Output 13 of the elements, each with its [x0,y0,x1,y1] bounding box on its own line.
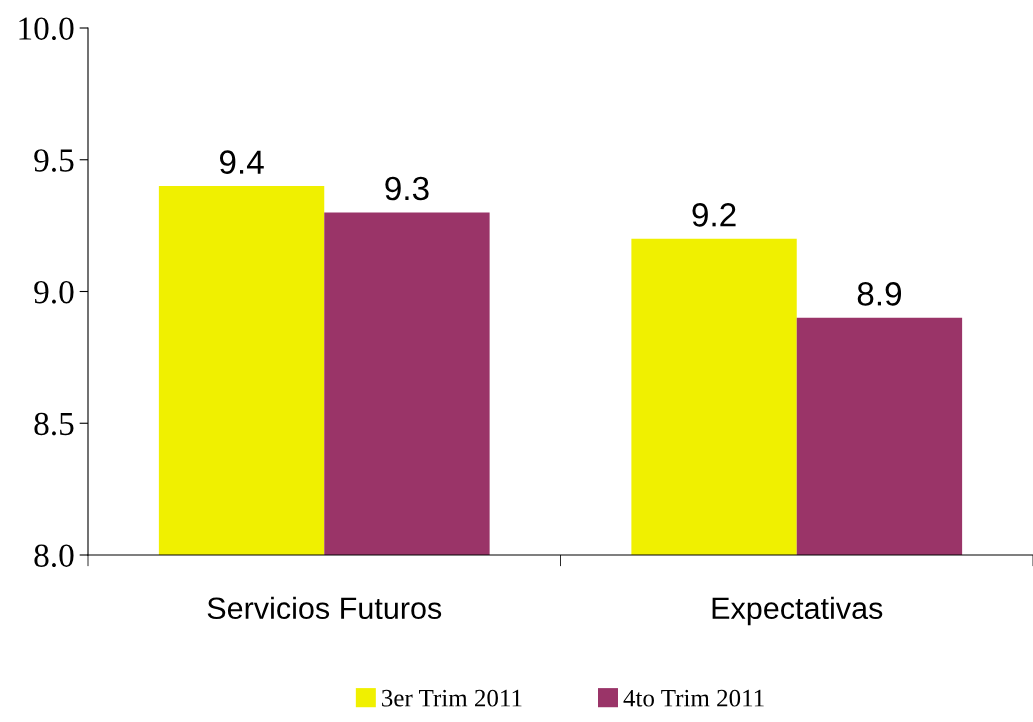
data-label: 8.9 [857,282,902,306]
legend-label: 4to Trim 2011 [623,689,764,707]
y-tick-label: 10.0 [19,17,74,41]
y-tick-label: 9.5 [34,149,74,172]
data-label: 9.2 [692,203,736,227]
legend-label: 3er Trim 2011 [382,689,522,707]
x-tick-label: Servicios Futuros [207,596,442,620]
y-tick-label: 8.5 [34,412,74,436]
data-label: 9.4 [219,150,264,174]
data-label: 9.3 [385,176,429,201]
y-tick-label: 9.0 [34,280,74,304]
x-tick-label: Expectativas [712,596,883,626]
y-tick-label: 8.0 [34,544,74,568]
